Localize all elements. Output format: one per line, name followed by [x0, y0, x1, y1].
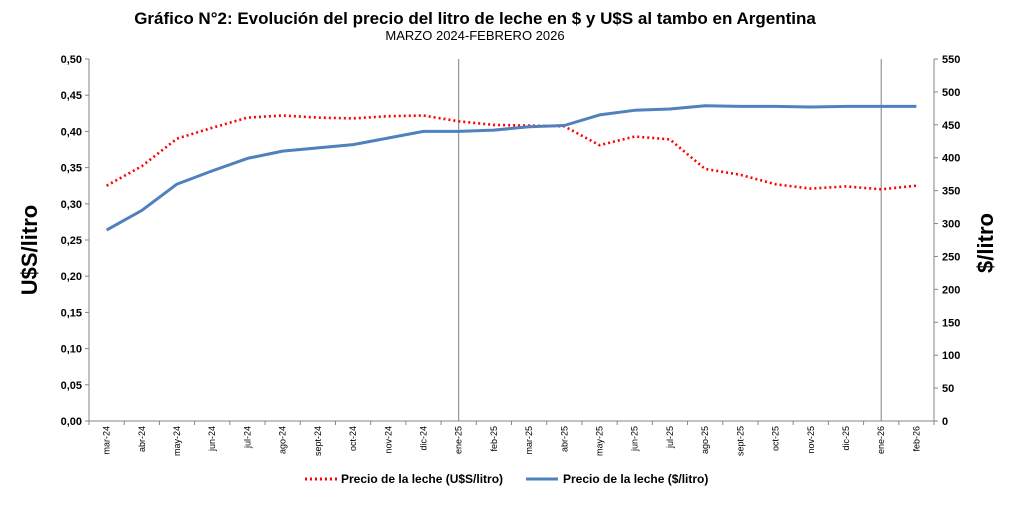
- x-tick-label: ago-24: [278, 426, 288, 454]
- x-tick-label: sept-24: [313, 426, 323, 456]
- y-left-tick-label: 0,35: [61, 163, 82, 175]
- y-right-tick-label: 150: [942, 317, 960, 329]
- y-right-tick-label: 400: [942, 153, 960, 165]
- x-tick-label: ago-25: [700, 426, 710, 454]
- legend: Precio de la leche (U$S/litro) Precio de…: [305, 472, 708, 486]
- series-line-ars: [105, 104, 917, 232]
- x-tick-label: jun-25: [630, 426, 640, 452]
- chart-subtitle: MARZO 2024-FEBRERO 2026: [385, 28, 564, 43]
- x-tick-label: jul-25: [665, 426, 675, 449]
- x-tick-label: ene-25: [454, 426, 464, 454]
- legend-label-ars: Precio de la leche ($/litro): [563, 472, 708, 486]
- y-right-tick-label: 450: [942, 120, 960, 132]
- x-tick-label: mar-25: [524, 426, 534, 455]
- y-right-tick-label: 50: [942, 383, 954, 395]
- y-left-tick-label: 0,45: [61, 90, 82, 102]
- x-tick-label: mar-24: [102, 426, 112, 455]
- y-left-tick-label: 0,10: [61, 344, 82, 356]
- y-left-tick-label: 0,25: [61, 235, 82, 247]
- x-tick-label: dic-24: [418, 426, 428, 451]
- x-tick-label: abr-25: [559, 426, 569, 452]
- y-right-tick-label: 250: [942, 251, 960, 263]
- y-left-tick-label: 0,15: [61, 307, 82, 319]
- y-axis-right-label: $/litro: [973, 213, 998, 273]
- x-tick-label: oct-24: [348, 426, 358, 451]
- y-left-tick-label: 0,30: [61, 199, 82, 211]
- y-right-tick-label: 200: [942, 284, 960, 296]
- x-tick-label: may-25: [595, 426, 605, 456]
- x-tick-label: jun-24: [207, 426, 217, 452]
- y-axis-left-label: U$S/litro: [17, 205, 42, 295]
- x-tick-label: jul-24: [242, 426, 252, 449]
- y-right-tick-label: 550: [942, 54, 960, 66]
- x-tick-label: ene-26: [876, 426, 886, 454]
- y-left-tick-label: 0,00: [61, 416, 82, 428]
- y-right-tick-label: 300: [942, 219, 960, 231]
- y-right-tick-label: 0: [942, 416, 948, 428]
- x-tick-label: may-24: [172, 426, 182, 456]
- x-tick-label: feb-26: [911, 426, 921, 452]
- series-line-usd: [105, 114, 917, 191]
- x-tick-label: nov-25: [806, 426, 816, 454]
- y-left-tick-label: 0,50: [61, 54, 82, 66]
- y-left-tick-label: 0,20: [61, 271, 82, 283]
- y-right-tick-label: 100: [942, 350, 960, 362]
- y-left-tick-label: 0,05: [61, 380, 82, 392]
- plot-area: 0,00 0,05 0,10 0,15 0,20 0,25 0,30 0,35 0,40 0,45…: [61, 54, 961, 456]
- legend-label-usd: Precio de la leche (U$S/litro): [341, 472, 503, 486]
- x-tick-label: abr-24: [137, 426, 147, 452]
- y-left-tick-label: 0,40: [61, 126, 82, 138]
- x-tick-label: sept-25: [735, 426, 745, 456]
- x-tick-label: nov-24: [383, 426, 393, 454]
- y-right-tick-label: 350: [942, 186, 960, 198]
- y-right-tick-label: 500: [942, 87, 960, 99]
- x-tick-label: dic-25: [841, 426, 851, 451]
- chart-title: Gráfico N°2: Evolución del precio del li…: [134, 9, 816, 28]
- x-tick-label: feb-25: [489, 426, 499, 452]
- x-tick-label: oct-25: [771, 426, 781, 451]
